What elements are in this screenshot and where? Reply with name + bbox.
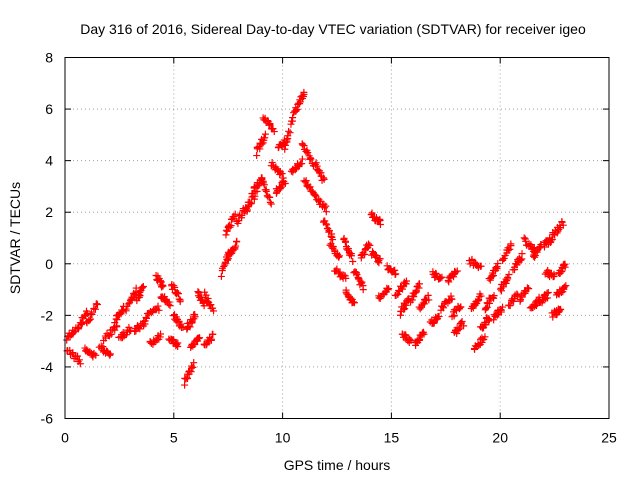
- y-tick-label: -6: [41, 411, 54, 427]
- x-tick-label: 25: [601, 430, 617, 446]
- y-tick-label: -2: [41, 307, 54, 323]
- data-points: [63, 89, 569, 389]
- x-tick-label: 20: [492, 430, 508, 446]
- y-tick-label: -4: [41, 359, 54, 375]
- y-tick-label: 6: [45, 101, 53, 117]
- x-tick-label: 5: [170, 430, 178, 446]
- x-tick-label: 15: [384, 430, 400, 446]
- data-point: [158, 283, 165, 290]
- x-axis-label: GPS time / hours: [284, 457, 391, 473]
- data-point: [323, 208, 330, 215]
- data-point: [209, 331, 216, 338]
- data-point: [360, 286, 367, 293]
- y-axis-label: SDTVAR / TECUs: [7, 182, 23, 294]
- chart-title: Day 316 of 2016, Sidereal Day-to-day VTE…: [80, 21, 586, 37]
- x-tick-label: 10: [275, 430, 291, 446]
- data-point: [521, 234, 528, 241]
- y-tick-label: 2: [45, 204, 53, 220]
- data-point: [299, 156, 306, 163]
- data-point: [263, 188, 270, 195]
- data-point: [189, 364, 196, 371]
- y-tick-label: 8: [45, 50, 53, 66]
- data-point: [307, 155, 314, 162]
- y-tick-label: 0: [45, 256, 53, 272]
- sdtvar-chart: Day 316 of 2016, Sidereal Day-to-day VTE…: [0, 0, 640, 480]
- data-point: [218, 273, 225, 280]
- data-point: [253, 152, 260, 159]
- data-point: [289, 114, 296, 121]
- data-point: [285, 128, 292, 135]
- data-point: [287, 121, 294, 128]
- data-point: [299, 142, 306, 149]
- x-tick-label: 0: [61, 430, 69, 446]
- data-point: [268, 201, 275, 208]
- data-point: [233, 238, 240, 245]
- y-tick-label: 4: [45, 153, 53, 169]
- data-point: [181, 382, 188, 389]
- data-point: [349, 258, 356, 265]
- data-point: [262, 131, 269, 138]
